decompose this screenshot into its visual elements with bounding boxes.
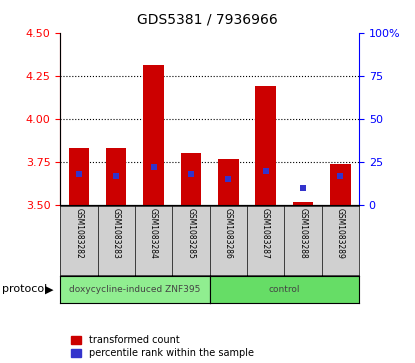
Bar (218, 159, 239, 205)
Text: protocol: protocol (2, 285, 47, 294)
Bar (293, 202, 313, 205)
Bar (330, 164, 351, 205)
Bar (106, 148, 127, 205)
Text: ▶: ▶ (45, 285, 53, 294)
Text: GSM1083286: GSM1083286 (224, 208, 233, 259)
Text: GSM1083288: GSM1083288 (298, 208, 308, 259)
Bar (255, 86, 276, 205)
Text: GSM1083282: GSM1083282 (74, 208, 83, 259)
Text: GSM1083287: GSM1083287 (261, 208, 270, 259)
Text: GSM1083284: GSM1083284 (149, 208, 158, 259)
Text: GSM1083289: GSM1083289 (336, 208, 345, 259)
Text: GSM1083285: GSM1083285 (186, 208, 195, 259)
Bar (181, 154, 201, 205)
Text: GDS5381 / 7936966: GDS5381 / 7936966 (137, 13, 278, 27)
Text: control: control (269, 285, 300, 294)
Legend: transformed count, percentile rank within the sample: transformed count, percentile rank withi… (71, 335, 254, 358)
Bar (68, 148, 89, 205)
Bar (143, 65, 164, 205)
Text: doxycycline-induced ZNF395: doxycycline-induced ZNF395 (69, 285, 200, 294)
Text: GSM1083283: GSM1083283 (112, 208, 121, 259)
